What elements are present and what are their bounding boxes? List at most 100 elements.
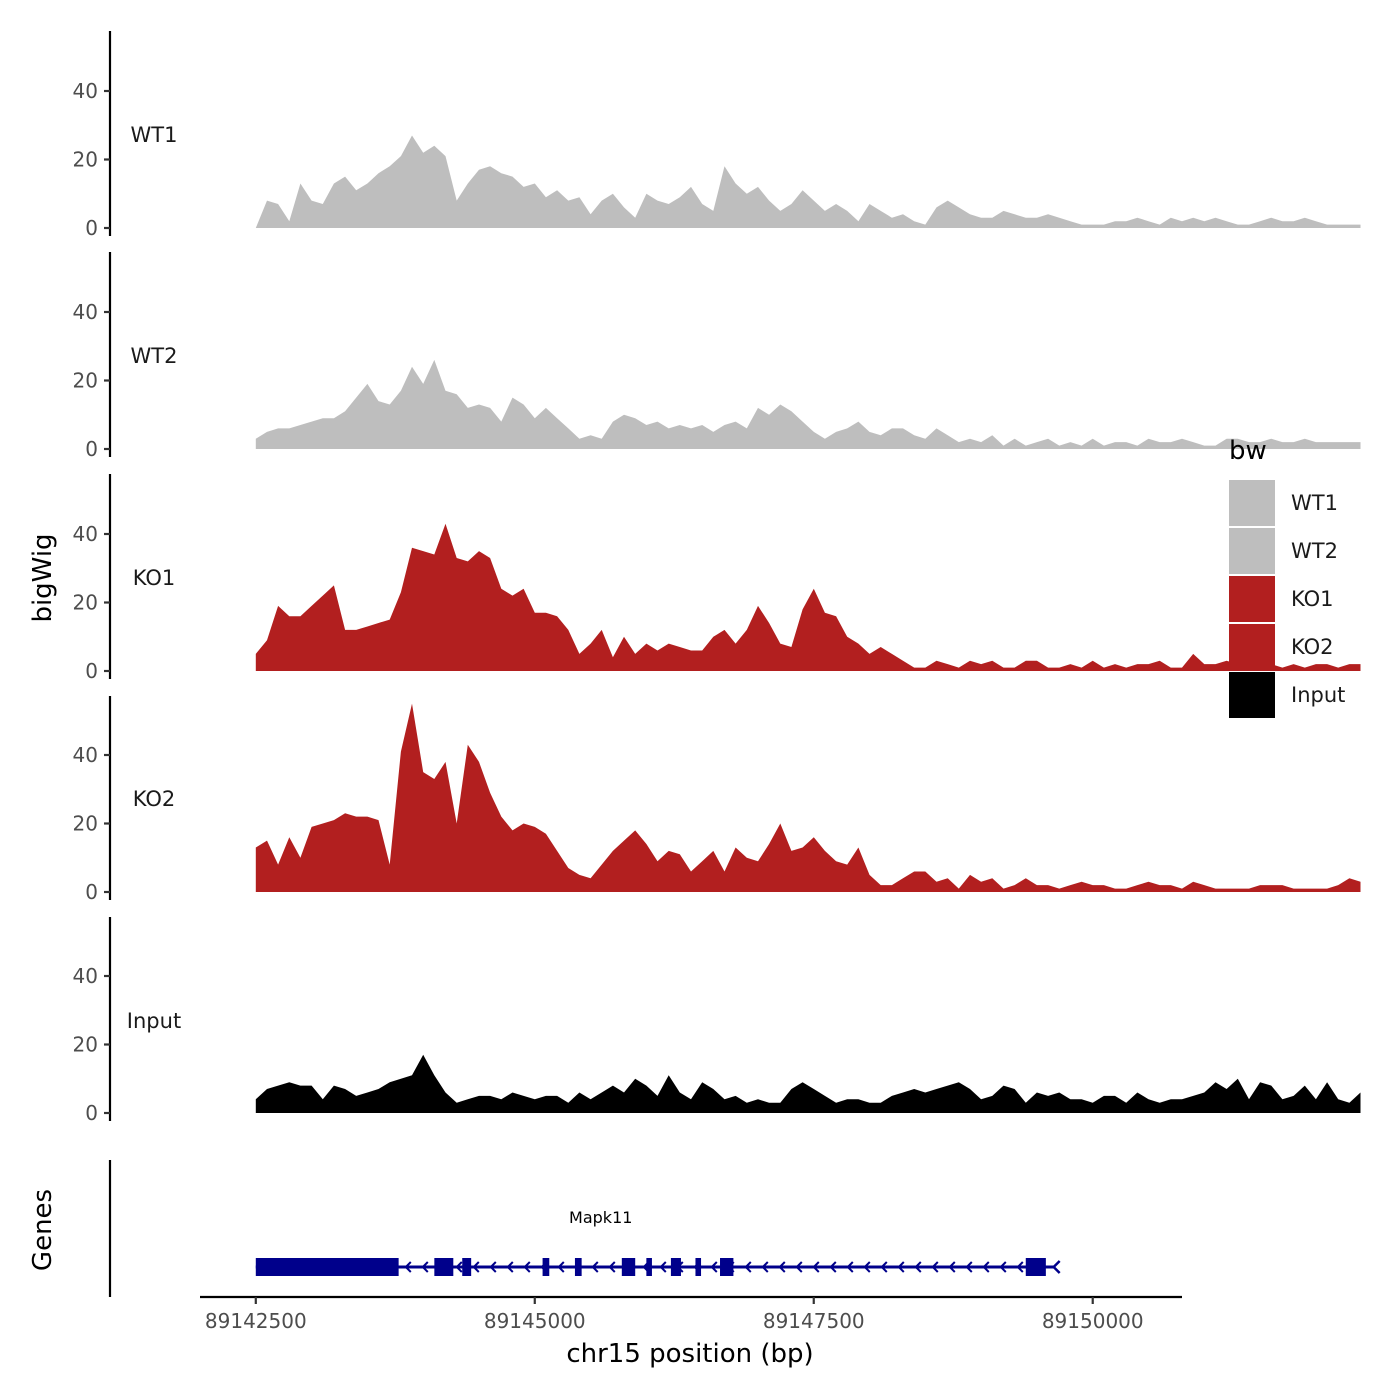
- gene-exon: [621, 1258, 636, 1276]
- y-tick-label: 0: [85, 216, 98, 240]
- y-tick-label: 0: [85, 880, 98, 904]
- gene-exon: [462, 1258, 472, 1276]
- strand-arrow: [761, 1261, 769, 1273]
- signal-area-ko1: [255, 523, 1361, 671]
- strand-arrow: [846, 1261, 854, 1273]
- legend-swatch: [1229, 672, 1275, 718]
- legend-item-wt2: WT2: [1229, 528, 1338, 574]
- legend-label: WT2: [1291, 539, 1338, 563]
- strand-arrow: [455, 1261, 463, 1273]
- strand-arrow: [829, 1261, 837, 1273]
- y-tick-label: 0: [85, 437, 98, 461]
- x-axis-title: chr15 position (bp): [566, 1339, 813, 1369]
- strand-arrow: [778, 1261, 786, 1273]
- y-tick-label: 40: [73, 964, 98, 988]
- y-axis-title-bigwig: bigWig: [28, 533, 58, 622]
- strand-arrow: [744, 1261, 752, 1273]
- strand-arrow: [506, 1261, 514, 1273]
- legend-item-wt1: WT1: [1229, 480, 1338, 526]
- gene-exon: [255, 1258, 399, 1276]
- y-axis-title-genes: Genes: [28, 1189, 58, 1271]
- strand-arrow: [914, 1261, 922, 1273]
- legend-label: KO1: [1291, 587, 1334, 611]
- signal-area-wt2: [255, 359, 1361, 449]
- strand-arrow: [659, 1261, 667, 1273]
- gene-exon: [720, 1258, 734, 1276]
- legend-item-ko2: KO2: [1229, 624, 1334, 670]
- strand-arrow: [591, 1261, 599, 1273]
- strand-arrow: [1016, 1261, 1024, 1273]
- track-label: KO1: [133, 566, 176, 590]
- y-tick-label: 0: [85, 1101, 98, 1125]
- strand-arrow: [608, 1261, 616, 1273]
- x-tick-label: 89145000: [484, 1309, 586, 1333]
- signal-area-wt1: [255, 135, 1361, 228]
- strand-arrow: [421, 1261, 429, 1273]
- y-tick-label: 20: [73, 369, 98, 393]
- legend-swatch: [1229, 528, 1275, 574]
- y-tick-label: 40: [73, 300, 98, 324]
- y-tick-label: 20: [73, 591, 98, 615]
- strand-arrow: [897, 1261, 905, 1273]
- track-ko2: 0 20 40 KO2: [73, 696, 1361, 904]
- strand-arrow: [523, 1261, 531, 1273]
- track-wt2: 0 20 40 WT2: [73, 252, 1361, 461]
- track-ko1: 0 20 40 KO1: [73, 474, 1361, 683]
- x-tick-label: 89150000: [1042, 1309, 1144, 1333]
- x-tick-label: 89147500: [763, 1309, 865, 1333]
- strand-arrow: [404, 1261, 412, 1273]
- track-input: 0 20 40 Input: [73, 917, 1361, 1125]
- track-label: Input: [127, 1009, 181, 1033]
- gene-exon: [695, 1258, 702, 1276]
- x-tick-label: 89142500: [205, 1309, 307, 1333]
- gene-exon: [574, 1258, 582, 1276]
- strand-arrow: [710, 1261, 718, 1273]
- legend-item-input: Input: [1229, 672, 1345, 718]
- gene-end-arrow: [1051, 1260, 1061, 1274]
- y-tick-label: 20: [73, 1033, 98, 1057]
- signal-area-ko2: [255, 703, 1361, 892]
- x-axis: 89142500 89145000 89147500 89150000: [200, 1295, 1182, 1333]
- strand-arrow: [863, 1261, 871, 1273]
- strand-arrow: [880, 1261, 888, 1273]
- strand-arrow: [999, 1261, 1007, 1273]
- legend-title: bw: [1229, 436, 1267, 466]
- legend-label: KO2: [1291, 635, 1334, 659]
- y-tick-label: 20: [73, 812, 98, 836]
- gene-exon: [542, 1258, 550, 1276]
- signal-area-input: [255, 1054, 1361, 1113]
- gene-mapk11: Mapk11: [255, 1208, 1061, 1276]
- gene-exon: [434, 1258, 454, 1276]
- y-tick-label: 0: [85, 659, 98, 683]
- legend-swatch: [1229, 576, 1275, 622]
- track-label: WT2: [131, 344, 178, 368]
- strand-arrow: [812, 1261, 820, 1273]
- strand-arrow: [795, 1261, 803, 1273]
- legend-label: Input: [1291, 683, 1345, 707]
- legend-swatch: [1229, 624, 1275, 670]
- legend-item-ko1: KO1: [1229, 576, 1334, 622]
- legend: bw WT1 WT2 KO1 KO2 Input: [1229, 436, 1345, 718]
- strand-arrow: [472, 1261, 480, 1273]
- track-label: WT1: [131, 123, 178, 147]
- strand-arrow: [982, 1261, 990, 1273]
- legend-swatch: [1229, 480, 1275, 526]
- y-tick-label: 20: [73, 148, 98, 172]
- gene-label: Mapk11: [569, 1208, 632, 1227]
- genes-panel: Mapk11: [108, 1160, 1061, 1297]
- gene-exon: [1025, 1258, 1046, 1276]
- strand-arrow: [965, 1261, 973, 1273]
- y-tick-label: 40: [73, 743, 98, 767]
- signal-tracks: 0 20 40 WT1 0 20 40 WT2 0 20 40 KO1 0 20 40 KO2 0 20 40 Inp…: [73, 31, 1361, 1125]
- strand-arrow: [931, 1261, 939, 1273]
- track-wt1: 0 20 40 WT1: [73, 31, 1361, 240]
- strand-arrow: [489, 1261, 497, 1273]
- strand-arrow: [948, 1261, 956, 1273]
- gene-exon: [646, 1258, 652, 1276]
- gene-exon: [670, 1258, 681, 1276]
- legend-label: WT1: [1291, 491, 1338, 515]
- y-tick-label: 40: [73, 522, 98, 546]
- strand-arrow: [557, 1261, 565, 1273]
- y-tick-label: 40: [73, 79, 98, 103]
